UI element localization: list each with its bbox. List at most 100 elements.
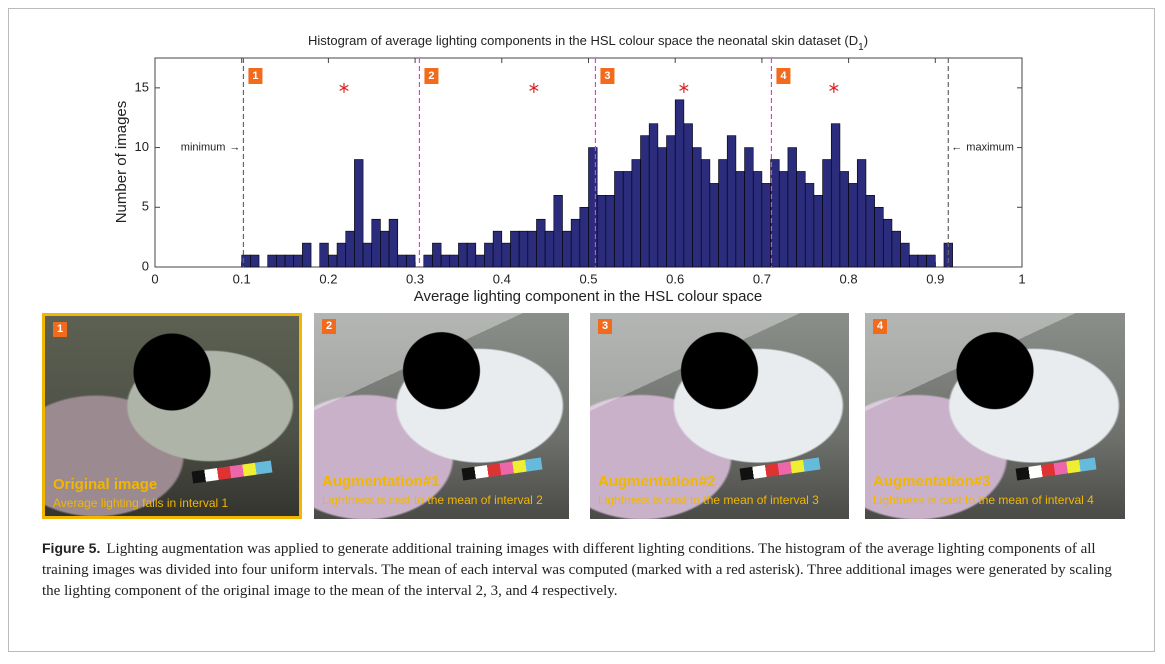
histogram-bar: [268, 255, 277, 267]
histogram-bar: [875, 207, 884, 267]
panel-text: Lightness is cast to the mean of interva…: [322, 493, 543, 507]
histogram-bar: [901, 243, 910, 267]
panel-text: Average lighting falls in interval 1: [53, 496, 228, 510]
min-arrow: →: [229, 141, 240, 153]
histogram-bar: [372, 219, 381, 267]
caption-label: Figure 5.: [42, 540, 100, 556]
histogram-bar: [632, 160, 641, 267]
histogram-bar: [649, 124, 658, 267]
histogram-bar: [320, 243, 329, 267]
histogram-bar: [562, 231, 571, 267]
histogram-bar: [710, 183, 719, 267]
y-tick-label: 0: [142, 258, 149, 273]
x-tick-label: 0.2: [319, 271, 337, 286]
photo-panel: 4Augmentation#3Lightness is cast to the …: [865, 313, 1125, 519]
color-checker: [461, 457, 542, 480]
x-tick-label: 0.9: [926, 271, 944, 286]
histogram-bar: [545, 231, 554, 267]
histogram-bar: [658, 148, 667, 267]
interval-label: 1: [252, 70, 258, 82]
y-tick-label: 15: [135, 79, 149, 94]
x-tick-label: 0: [151, 271, 158, 286]
histogram-bar: [536, 219, 545, 267]
histogram-bar: [398, 255, 407, 267]
histogram-bar: [250, 255, 259, 267]
panel-title: Augmentation#3: [873, 473, 991, 490]
chart-title: Histogram of average lighting components…: [308, 33, 868, 52]
histogram-bar: [380, 231, 389, 267]
histogram-bar: [675, 100, 684, 267]
histogram-bar: [814, 195, 823, 267]
histogram-bar: [484, 243, 493, 267]
title-end: ): [864, 33, 868, 48]
histogram-bar: [441, 255, 450, 267]
y-axis-label: Number of images: [113, 101, 130, 224]
histogram-bar: [667, 136, 676, 267]
min-label: minimum: [181, 141, 226, 153]
interval-label: 3: [604, 70, 610, 82]
title-main: Histogram of average lighting components…: [308, 33, 858, 48]
figure-caption: Figure 5.Lighting augmentation was appli…: [42, 538, 1132, 602]
y-tick-label: 5: [142, 199, 149, 214]
histogram-bar: [424, 255, 433, 267]
x-tick-label: 0.4: [493, 271, 511, 286]
histogram-bar: [606, 195, 615, 267]
histogram-bar: [849, 183, 858, 267]
panel-number: 4: [873, 319, 887, 334]
y-tick-label: 10: [135, 139, 149, 154]
max-label: maximum: [966, 141, 1014, 153]
histogram-bar: [909, 255, 918, 267]
panel-number: 1: [53, 322, 67, 337]
histogram-bar: [927, 255, 936, 267]
histogram-bar: [363, 243, 372, 267]
chart: Histogram of average lighting components…: [0, 0, 1165, 305]
histogram-bar: [389, 219, 398, 267]
x-tick-label: 0.6: [666, 271, 684, 286]
x-tick-label: 0.1: [233, 271, 251, 286]
color-checker: [740, 457, 821, 480]
histogram-bar: [823, 160, 832, 267]
histogram-bar: [302, 243, 311, 267]
histogram-bar: [337, 243, 346, 267]
photo-panel: 3Augmentation#2Lightness is cast to the …: [590, 313, 849, 519]
histogram-bar: [883, 219, 892, 267]
histogram-bar: [797, 171, 806, 267]
histogram-bar: [857, 160, 866, 267]
histogram-bar: [276, 255, 285, 267]
x-tick-label: 0.3: [406, 271, 424, 286]
x-axis-label: Average lighting component in the HSL co…: [414, 288, 763, 305]
page: {"chart_data": { "type": "histogram", "t…: [0, 0, 1165, 664]
x-tick-label: 1: [1018, 271, 1025, 286]
histogram-bar: [476, 255, 485, 267]
histogram-bar: [510, 231, 519, 267]
histogram-bar: [406, 255, 415, 267]
x-tick-label: 0.7: [753, 271, 771, 286]
histogram-bar: [745, 148, 754, 267]
histogram-bar: [502, 243, 511, 267]
histogram-bar: [458, 243, 467, 267]
histogram-bar: [597, 195, 606, 267]
panel-title: Augmentation#1: [322, 473, 440, 490]
histogram-bar: [615, 171, 624, 267]
histogram-bar: [519, 231, 528, 267]
panel-text: Lightness is cast to the mean of interva…: [598, 493, 819, 507]
photo-panel: 2Augmentation#1Lightness is cast to the …: [314, 313, 569, 519]
histogram-bar: [684, 124, 693, 267]
histogram-bar: [788, 148, 797, 267]
histogram-bar: [641, 136, 650, 267]
histogram-bar: [554, 195, 563, 267]
histogram-bar: [736, 171, 745, 267]
histogram-bar: [432, 243, 441, 267]
histogram-bar: [328, 255, 337, 267]
interval-label: 4: [780, 70, 787, 82]
histogram-bar: [580, 207, 589, 267]
histogram-bar: [701, 160, 710, 267]
panel-number: 3: [598, 319, 612, 334]
x-tick-label: 0.8: [840, 271, 858, 286]
histogram-bar: [840, 171, 849, 267]
histogram-bar: [693, 148, 702, 267]
color-checker: [1015, 457, 1096, 480]
histogram-bar: [571, 219, 580, 267]
histogram-bar: [892, 231, 901, 267]
